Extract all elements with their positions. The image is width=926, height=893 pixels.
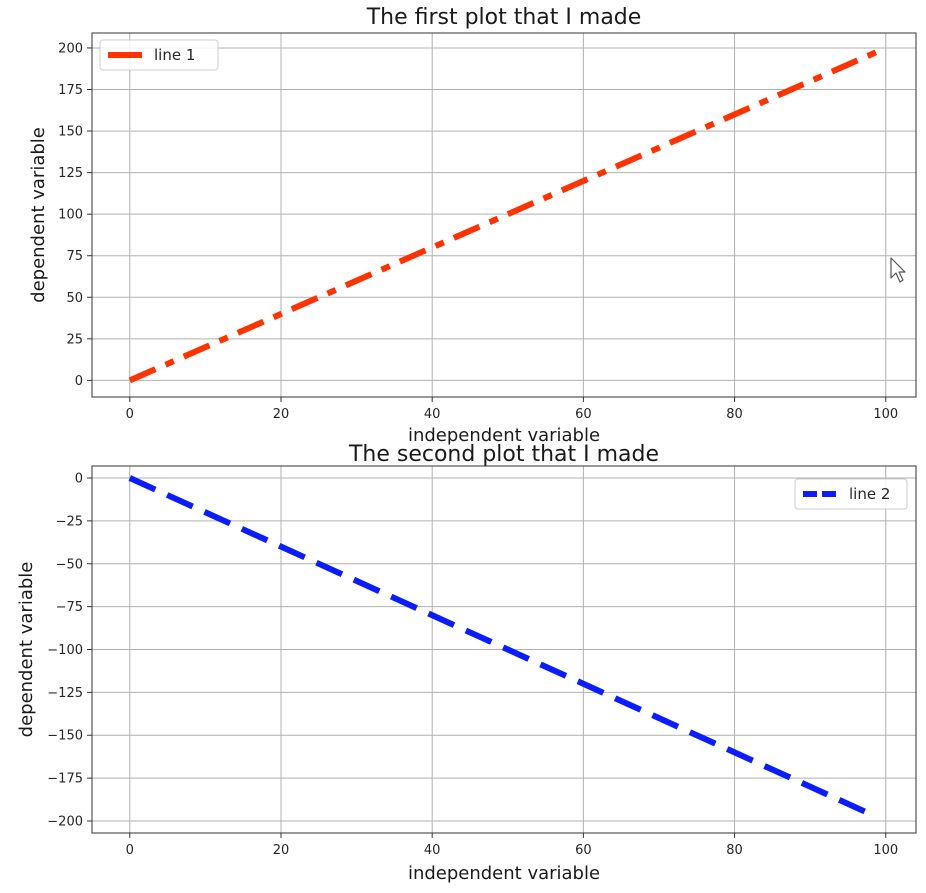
- x-tick-label: 80: [726, 843, 743, 858]
- x-tick-label: 0: [126, 843, 134, 858]
- x-axis-label: independent variable: [408, 863, 600, 884]
- y-tick-label: −125: [47, 686, 83, 701]
- x-tick-label: 100: [873, 407, 898, 422]
- series-line: [128, 475, 872, 817]
- y-tick-label: −100: [47, 643, 83, 658]
- y-tick-label: 175: [58, 83, 83, 98]
- y-tick-label: 100: [58, 208, 83, 223]
- legend-label: line 2: [849, 485, 890, 503]
- legend-box: [794, 478, 908, 510]
- chart-second-plot: 0 20 40 60 80 100 0 −25 −50 −75 −100 −125 −150 −175 −2…: [16, 442, 917, 884]
- x-tick-label: 80: [726, 407, 743, 422]
- legend: line 1: [99, 39, 219, 71]
- y-axis-label: dependent variable: [16, 562, 37, 738]
- y-axis-label: dependent variable: [28, 127, 49, 303]
- legend: line 2: [794, 478, 908, 510]
- legend-label: line 1: [154, 46, 195, 64]
- y-tick-label: −175: [47, 772, 83, 787]
- x-tick-label: 40: [424, 843, 441, 858]
- legend-box: [99, 39, 219, 71]
- chart-first-plot: 0 20 40 60 80 100 0 25 50 75 100 125 150 175 200 The fi…: [28, 5, 917, 446]
- x-tick-label: 20: [273, 843, 290, 858]
- series-line: [128, 48, 880, 384]
- y-tick-label: −50: [56, 557, 83, 572]
- x-tick-label: 0: [126, 407, 134, 422]
- mouse-pointer-icon: [890, 257, 906, 283]
- y-tick-label: 0: [75, 374, 83, 389]
- y-tick-label: 0: [75, 472, 83, 487]
- chart-title: The first plot that I made: [366, 5, 642, 30]
- x-tick-label: 60: [575, 407, 592, 422]
- x-tick-label: 60: [575, 843, 592, 858]
- y-tick-label: −75: [56, 600, 83, 615]
- y-tick-label: 25: [66, 332, 83, 347]
- y-tick-label: 200: [58, 41, 83, 56]
- y-tick-label: 75: [66, 249, 83, 264]
- y-tick-label: 50: [66, 291, 83, 306]
- x-tick-label: 100: [873, 843, 898, 858]
- y-tick-label: −200: [47, 814, 83, 829]
- chart-title: The second plot that I made: [348, 442, 659, 467]
- x-tick-label: 20: [273, 407, 290, 422]
- y-tick-label: 125: [58, 166, 83, 181]
- x-axis-label: independent variable: [408, 425, 600, 446]
- x-tick-label: 40: [424, 407, 441, 422]
- y-tick-label: −25: [56, 514, 83, 529]
- axes-frame: [91, 32, 917, 398]
- y-tick-label: −150: [47, 729, 83, 744]
- y-tick-label: 150: [58, 125, 83, 140]
